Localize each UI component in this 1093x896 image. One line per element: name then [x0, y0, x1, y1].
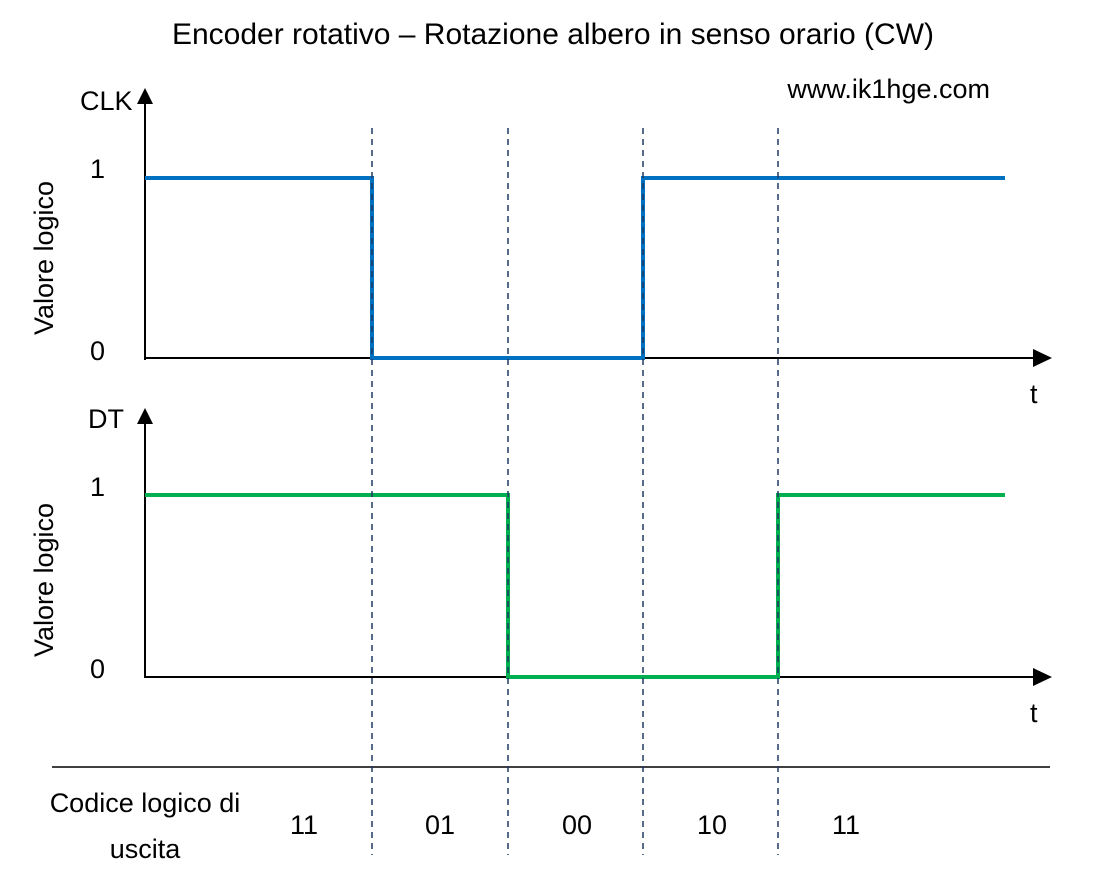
clk-tick-high: 1: [90, 154, 105, 184]
dt-y-arrow: [137, 408, 153, 424]
clk-panel: CLK 1 0 t Valore logico: [29, 86, 1052, 409]
transition-guides: [371, 128, 779, 855]
diagram-title: Encoder rotativo – Rotazione albero in s…: [172, 18, 934, 51]
dt-tick-low: 0: [90, 654, 105, 684]
code-values: 11 01 00 10 11: [290, 810, 860, 840]
clk-y-arrow: [137, 88, 153, 104]
clk-axis-name: CLK: [80, 86, 133, 116]
code-value: 11: [832, 810, 860, 840]
dt-panel: DT 1 0 t Valore logico: [29, 404, 1052, 728]
code-header-line2: uscita: [110, 834, 182, 864]
clk-x-arrow: [1033, 349, 1052, 367]
code-row: Codice logico di uscita 11 01 00 10 11: [50, 788, 860, 864]
clk-tick-low: 0: [90, 336, 105, 366]
code-value: 01: [425, 810, 455, 840]
dt-y-label: Valore logico: [29, 503, 59, 657]
code-value: 11: [290, 810, 318, 840]
dt-tick-high: 1: [90, 472, 105, 502]
clk-waveform: [145, 176, 1005, 360]
website-label: www.ik1hge.com: [786, 74, 990, 104]
clk-y-label: Valore logico: [29, 181, 59, 335]
code-value: 10: [697, 810, 727, 840]
code-header-line1: Codice logico di: [50, 788, 241, 818]
dt-x-arrow: [1033, 668, 1052, 686]
clk-time-label: t: [1030, 379, 1038, 409]
dt-waveform: [145, 493, 1005, 679]
code-value: 00: [562, 810, 592, 840]
dt-time-label: t: [1030, 698, 1038, 728]
dt-axis-name: DT: [88, 404, 124, 434]
